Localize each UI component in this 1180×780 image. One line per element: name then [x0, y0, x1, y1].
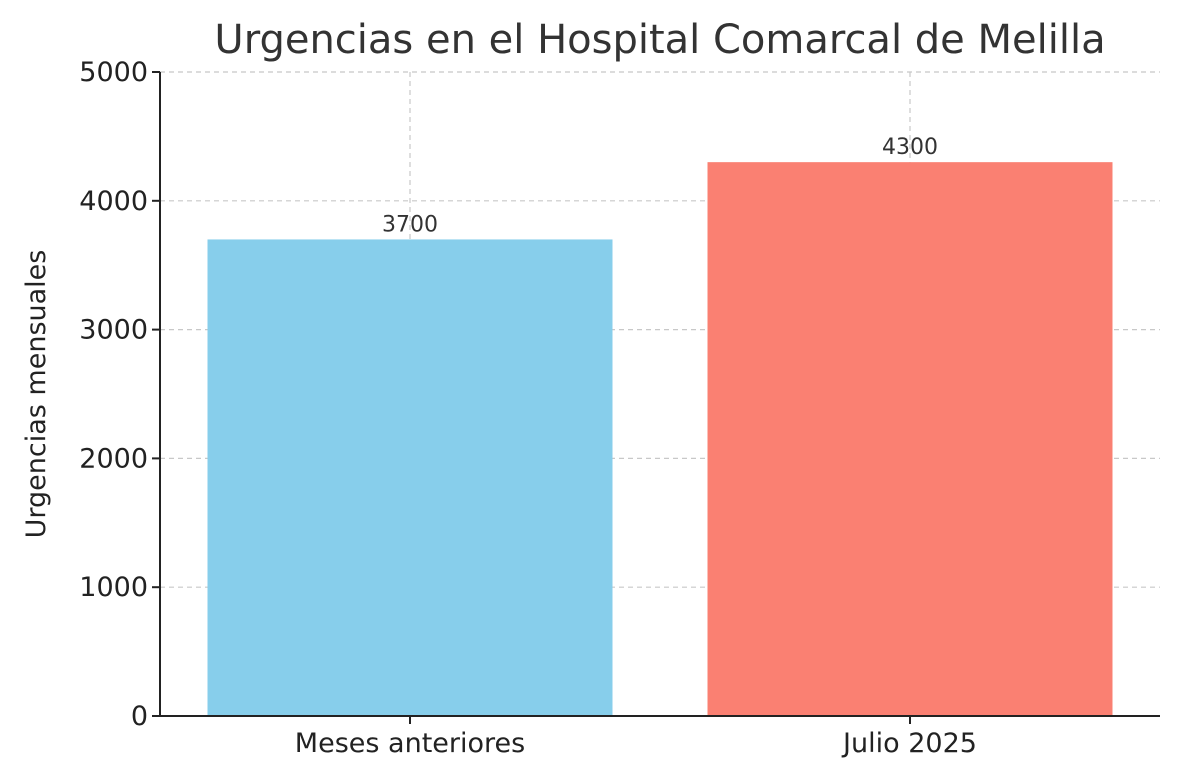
y-tick-label: 4000 — [79, 186, 148, 217]
y-tick-label: 1000 — [79, 572, 148, 603]
chart-title: Urgencias en el Hospital Comarcal de Mel… — [214, 17, 1105, 63]
bar — [707, 162, 1113, 716]
y-axis-label: Urgencias mensuales — [21, 250, 52, 539]
y-tick-label: 2000 — [79, 443, 148, 474]
x-tick-label: Julio 2025 — [841, 728, 977, 759]
bar-value-label: 4300 — [882, 135, 938, 160]
tick-labels: 0 1000 2000 3000 4000 5000 Meses anteriores Jul… — [79, 57, 977, 759]
x-tick-label: Meses anteriores — [295, 728, 525, 759]
axes — [152, 71, 1160, 724]
bar — [207, 239, 613, 716]
bar-value-label: 3700 — [382, 212, 438, 237]
y-tick-label: 3000 — [79, 315, 148, 346]
data-labels: 3700 4300 — [382, 135, 938, 237]
y-tick-label: 0 — [131, 701, 148, 732]
bars — [207, 162, 1113, 716]
y-tick-label: 5000 — [79, 57, 148, 88]
